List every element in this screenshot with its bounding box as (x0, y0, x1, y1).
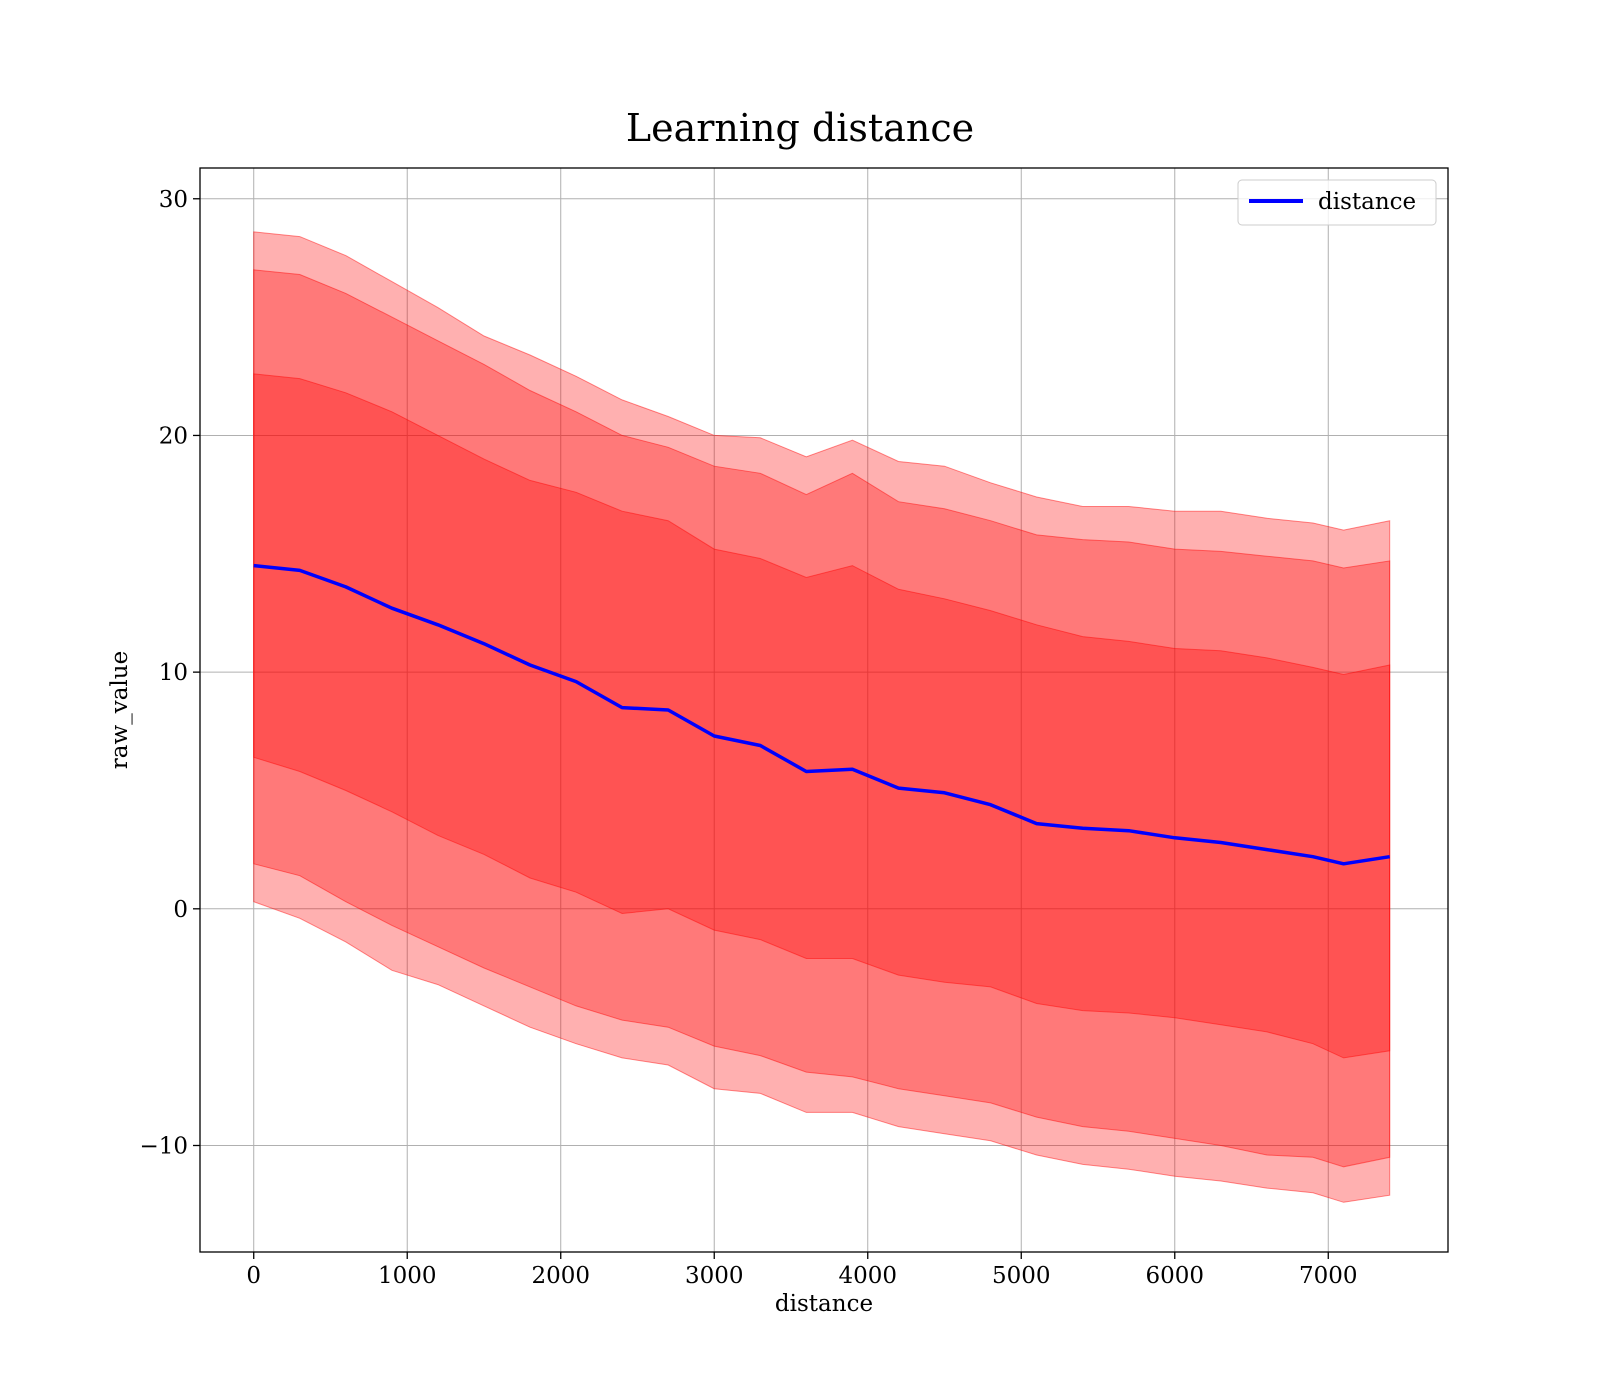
legend-label: distance (1318, 189, 1416, 215)
chart-title: Learning distance (626, 106, 974, 150)
y-tick-label: 0 (173, 897, 188, 923)
confidence-band-3 (253, 373, 1391, 1059)
series-line-1 (253, 563, 1390, 866)
x-tick-label: 0 (246, 1263, 261, 1289)
x-tick-label: 2000 (531, 1263, 590, 1289)
x-tick-label: 7000 (1299, 1263, 1358, 1289)
x-tick-label: 6000 (1145, 1263, 1204, 1289)
series-lines (253, 563, 1390, 866)
x-tick-label: 3000 (685, 1263, 744, 1289)
legend-frame (1237, 179, 1437, 226)
bands (253, 231, 1391, 1203)
x-tick-label: 5000 (992, 1263, 1051, 1289)
y-axis-ticks: −10 0 10 20 30 (139, 187, 200, 1159)
x-tick-label: 1000 (378, 1263, 437, 1289)
y-tick-label: −10 (139, 1133, 188, 1159)
x-axis-title: distance (775, 1291, 873, 1317)
x-axis-ticks: 0 1000 2000 3000 4000 5000 6000 7000 (246, 1252, 1358, 1289)
x-tick-label: 4000 (838, 1263, 897, 1289)
plot-frame (199, 167, 1449, 1253)
confidence-band-1 (253, 231, 1391, 1203)
plot-area (200, 168, 1448, 1252)
y-tick-label: 10 (159, 660, 188, 686)
y-tick-label: 30 (159, 187, 188, 213)
y-axis-title: raw_value (107, 651, 133, 769)
grid (200, 168, 1448, 1252)
y-tick-label: 20 (159, 423, 188, 449)
confidence-band-2 (253, 269, 1391, 1168)
legend: distance (1237, 179, 1437, 226)
